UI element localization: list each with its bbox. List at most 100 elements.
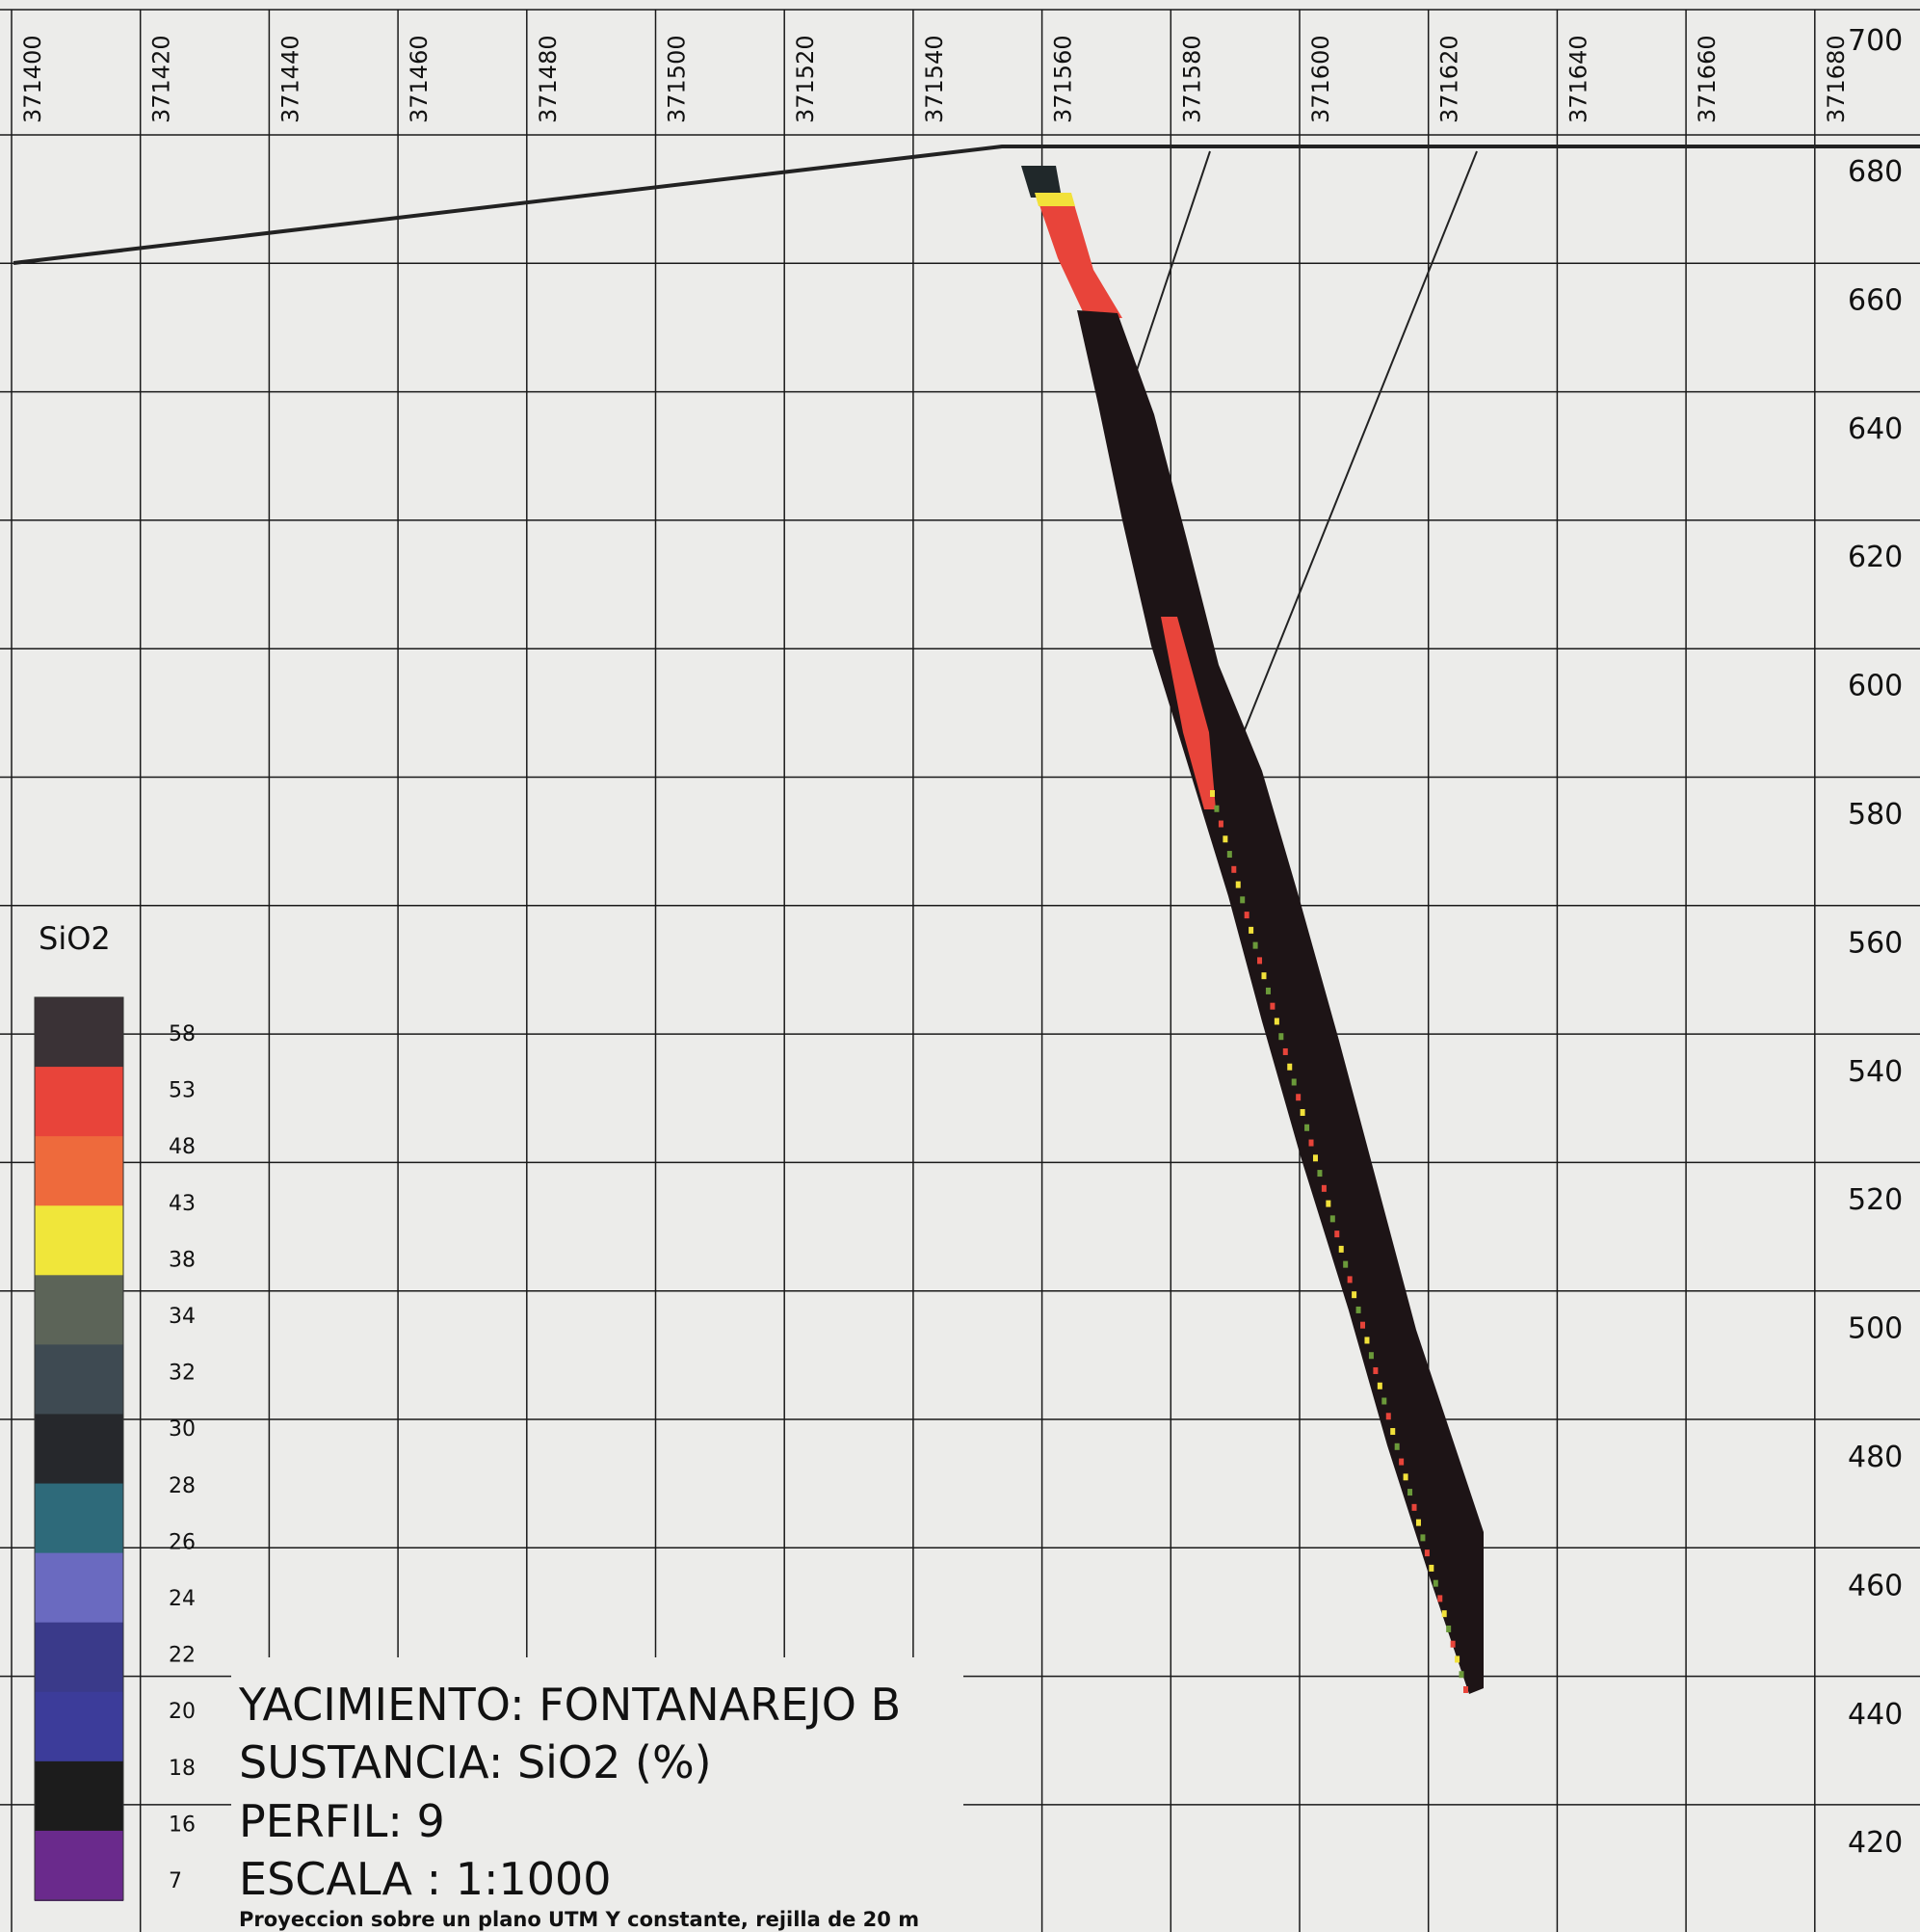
legend-label: 7 xyxy=(169,1869,182,1893)
grid xyxy=(0,9,1920,1932)
orebody-speckle xyxy=(1377,1382,1382,1389)
orebody-speckle xyxy=(1407,1489,1413,1496)
orebody-speckle xyxy=(1240,896,1246,904)
orebody-speckle xyxy=(1287,1063,1293,1071)
orebody-speckle xyxy=(1235,881,1241,888)
orebody-body xyxy=(1021,166,1484,1694)
legend-swatch xyxy=(35,1691,123,1762)
legend: SiO2 58 53 48 43 38 34 32 30 28 26 24 22 20 18 16 7 xyxy=(34,920,196,1901)
yacimiento-label: YACIMIENTO: FONTANAREJO B xyxy=(238,1679,901,1731)
x-tick-label: 371640 xyxy=(1565,35,1591,123)
x-tick-label: 371460 xyxy=(406,35,433,123)
sustancia-label: SUSTANCIA: SiO2 (%) xyxy=(239,1736,712,1788)
y-tick-label: 460 xyxy=(1848,1569,1903,1602)
orebody-speckle xyxy=(1381,1397,1387,1405)
orebody-speckle xyxy=(1334,1231,1340,1238)
orebody-speckle xyxy=(1261,972,1267,980)
legend-swatch xyxy=(35,1136,123,1207)
orebody-speckle xyxy=(1352,1291,1357,1299)
orebody-speckle xyxy=(1459,1671,1464,1679)
legend-bar-outline xyxy=(34,996,124,1901)
x-tick-label: 371580 xyxy=(1178,35,1205,123)
legend-label: 22 xyxy=(169,1644,196,1668)
projection-note: Proyeccion sobre un plano UTM Y constant… xyxy=(239,1908,919,1931)
orebody-speckle xyxy=(1455,1655,1460,1663)
orebody-speckle xyxy=(1210,790,1215,797)
orebody-speckle xyxy=(1226,851,1232,859)
topographic-surface xyxy=(13,145,1920,265)
y-tick-label: 660 xyxy=(1848,283,1903,317)
orebody-red-streak xyxy=(1161,617,1216,809)
orebody-red-cap xyxy=(1039,202,1122,320)
legend-label: 20 xyxy=(169,1700,196,1724)
orebody-speckle xyxy=(1308,1139,1314,1147)
orebody-speckle xyxy=(1450,1640,1456,1648)
legend-labels: 58 53 48 43 38 34 32 30 28 26 24 22 20 18 16 7 xyxy=(169,1022,196,1893)
orebody-speckle xyxy=(1343,1260,1349,1268)
legend-swatch xyxy=(35,1344,123,1416)
orebody-speckle xyxy=(1415,1519,1421,1526)
legend-label: 58 xyxy=(169,1022,196,1046)
y-tick-labels: 700 680 660 640 620 600 580 560 540 520 500 480 460 4… xyxy=(1848,24,1903,1860)
orebody-speckle xyxy=(1265,987,1271,994)
legend-label: 32 xyxy=(169,1362,196,1386)
escala-label: ESCALA : 1:1000 xyxy=(239,1853,612,1905)
y-tick-label: 440 xyxy=(1848,1698,1903,1732)
legend-color-bar xyxy=(34,996,124,1901)
orebody-speckles xyxy=(1210,790,1468,1693)
orebody-speckle xyxy=(1360,1321,1366,1329)
orebody-speckle xyxy=(1282,1047,1288,1055)
legend-title: SiO2 xyxy=(39,920,111,957)
orebody-speckle xyxy=(1347,1276,1353,1284)
legend-swatch xyxy=(35,1414,123,1485)
orebody-speckle xyxy=(1231,865,1237,873)
y-tick-label: 600 xyxy=(1848,670,1903,703)
x-tick-label: 371400 xyxy=(19,35,46,123)
legend-label: 43 xyxy=(169,1192,196,1216)
orebody-speckle xyxy=(1296,1094,1302,1101)
x-tick-labels: 371400 371420 371440 371460 371480 371500 3715… xyxy=(19,35,1850,123)
orebody-speckle xyxy=(1463,1686,1468,1693)
orebody-speckle xyxy=(1394,1442,1400,1450)
orebody-top-dark xyxy=(1021,166,1062,198)
orebody-speckle xyxy=(1441,1610,1447,1618)
legend-label: 38 xyxy=(169,1248,196,1272)
legend-swatch xyxy=(35,1067,123,1138)
orebody-speckle xyxy=(1364,1337,1370,1344)
orebody-speckle xyxy=(1252,941,1258,949)
x-tick-label: 371540 xyxy=(921,35,948,123)
legend-label: 16 xyxy=(169,1813,196,1837)
y-tick-label: 480 xyxy=(1848,1441,1903,1474)
orebody-speckle xyxy=(1291,1078,1297,1086)
orebody-speckle xyxy=(1278,1033,1284,1041)
y-tick-label: 640 xyxy=(1848,412,1903,446)
orebody-speckle xyxy=(1270,1002,1276,1010)
x-tick-label: 371420 xyxy=(148,35,175,123)
title-block-bg xyxy=(231,1657,963,1932)
legend-label: 30 xyxy=(169,1417,196,1442)
x-tick-label: 371520 xyxy=(792,35,819,123)
orebody-speckle xyxy=(1214,805,1220,812)
y-tick-label: 580 xyxy=(1848,798,1903,832)
x-tick-label: 371440 xyxy=(276,35,303,123)
legend-swatch xyxy=(35,997,123,1069)
legend-label: 26 xyxy=(169,1530,196,1554)
legend-label: 34 xyxy=(169,1305,196,1329)
orebody-speckle xyxy=(1424,1549,1430,1557)
title-block: YACIMIENTO: FONTANAREJO B SUSTANCIA: SiO… xyxy=(231,1657,963,1932)
orebody-speckle xyxy=(1437,1595,1443,1602)
y-tick-label: 500 xyxy=(1848,1312,1903,1346)
orebody-yellow-band xyxy=(1035,193,1075,206)
orebody-speckle xyxy=(1433,1579,1438,1587)
orebody-speckle xyxy=(1304,1124,1310,1131)
orebody-speckle xyxy=(1312,1154,1318,1162)
x-tick-label: 371600 xyxy=(1307,35,1334,123)
y-tick-label: 540 xyxy=(1848,1055,1903,1089)
orebody-speckle xyxy=(1338,1245,1344,1253)
legend-swatch xyxy=(35,1275,123,1346)
orebody-speckle xyxy=(1300,1109,1305,1117)
orebody-speckle xyxy=(1420,1534,1426,1542)
legend-label: 18 xyxy=(169,1757,196,1781)
legend-label: 24 xyxy=(169,1587,196,1611)
